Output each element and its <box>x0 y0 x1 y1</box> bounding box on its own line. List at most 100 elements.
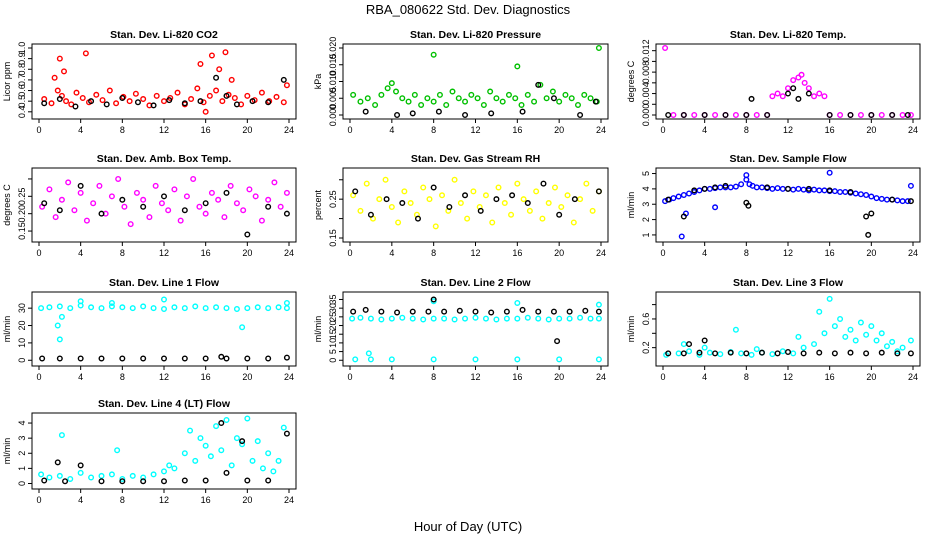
data-point <box>420 316 427 323</box>
data-point <box>140 303 147 310</box>
data-point <box>265 450 272 457</box>
data-point <box>464 215 471 222</box>
x-tick-label: 16 <box>201 372 211 382</box>
data-point <box>115 175 122 182</box>
data-point <box>56 207 63 214</box>
data-point <box>71 207 78 214</box>
panel-title: Stan. Dev. Li-820 Temp. <box>730 29 846 41</box>
y-tick-label: 0.008 <box>641 61 651 84</box>
data-point <box>826 111 833 118</box>
data-point <box>456 307 463 314</box>
data-point <box>394 111 401 118</box>
data-point <box>595 301 602 308</box>
data-point <box>244 231 251 238</box>
data-point <box>202 200 209 207</box>
data-point <box>701 344 708 351</box>
data-point <box>399 95 406 102</box>
data-point <box>505 91 512 98</box>
y-tick-label: 1.0 <box>17 42 27 55</box>
x-tick-label: 12 <box>159 495 169 505</box>
data-point <box>108 299 115 306</box>
x-tick-label: 20 <box>242 495 252 505</box>
data-point <box>519 306 526 313</box>
data-point <box>535 308 542 315</box>
data-point <box>568 95 575 102</box>
data-point <box>190 175 197 182</box>
x-tick-label: 12 <box>159 248 169 258</box>
data-point <box>514 315 521 322</box>
data-point <box>847 188 854 195</box>
data-point <box>376 196 383 203</box>
data-point <box>206 92 213 99</box>
data-point <box>526 207 533 214</box>
data-point <box>418 101 425 108</box>
data-point <box>56 355 63 362</box>
data-point <box>795 185 802 192</box>
data-point <box>83 217 90 224</box>
data-point <box>873 337 880 344</box>
data-point <box>581 91 588 98</box>
x-tick-label: 8 <box>120 495 125 505</box>
data-point <box>545 200 552 207</box>
data-point <box>436 91 443 98</box>
x-tick-label: 12 <box>159 125 169 135</box>
data-point <box>472 314 479 321</box>
data-point <box>595 356 602 363</box>
data-point <box>414 215 421 222</box>
data-point <box>171 465 178 472</box>
data-point <box>357 314 364 321</box>
data-point <box>665 111 672 118</box>
data-point <box>367 315 374 322</box>
data-point <box>907 337 914 344</box>
data-point <box>758 349 765 356</box>
y-tick-label: 5 <box>328 349 338 354</box>
data-point <box>223 417 230 424</box>
data-point <box>435 108 442 115</box>
data-point <box>489 219 496 226</box>
data-point <box>878 195 885 202</box>
data-point <box>197 60 204 67</box>
data-point <box>753 346 760 353</box>
data-point <box>350 308 357 315</box>
data-point <box>556 211 563 218</box>
data-point <box>712 350 719 357</box>
data-point <box>868 323 875 330</box>
data-point <box>77 182 84 189</box>
data-point <box>769 93 776 100</box>
data-point <box>457 200 464 207</box>
data-point <box>533 188 540 195</box>
x-tick-label: 0 <box>36 495 41 505</box>
data-point <box>108 303 115 310</box>
data-point <box>831 350 838 357</box>
data-point <box>140 355 147 362</box>
data-point <box>816 349 823 356</box>
data-point <box>223 305 230 312</box>
data-point <box>202 442 209 449</box>
data-point <box>372 101 379 108</box>
x-tick-label: 24 <box>284 248 294 258</box>
x-tick-label: 20 <box>242 372 252 382</box>
panel-title: Stan. Dev. Li-820 Pressure <box>410 29 541 41</box>
data-point <box>133 189 140 196</box>
x-tick-label: 12 <box>783 248 793 258</box>
data-point <box>187 427 194 434</box>
data-point <box>202 108 209 115</box>
plot-frame <box>342 291 609 367</box>
data-point <box>743 111 750 118</box>
data-point <box>801 79 808 86</box>
data-point <box>407 200 414 207</box>
data-point <box>899 111 906 118</box>
data-point <box>556 98 563 105</box>
y-tick-label: 0.2 <box>641 341 651 354</box>
data-point <box>409 315 416 322</box>
data-point <box>595 188 602 195</box>
y-tick-label: 0 <box>17 358 27 363</box>
data-point <box>863 331 870 338</box>
data-point <box>785 90 792 97</box>
data-point <box>77 469 84 476</box>
data-point <box>67 475 74 482</box>
x-tick-label: 4 <box>389 248 394 258</box>
y-axis-label: percent <box>313 189 323 220</box>
data-point <box>350 91 357 98</box>
x-tick-label: 12 <box>470 248 480 258</box>
